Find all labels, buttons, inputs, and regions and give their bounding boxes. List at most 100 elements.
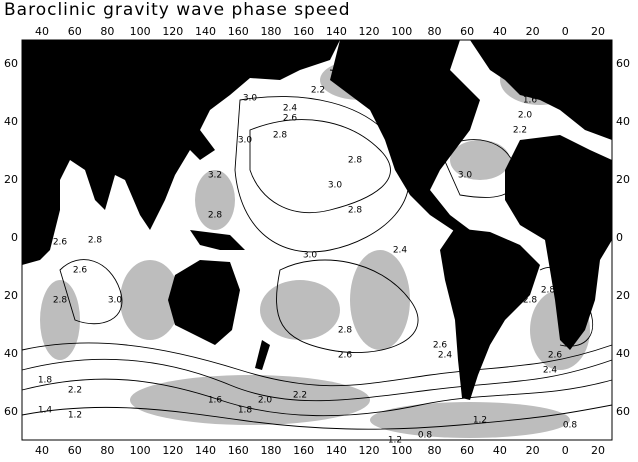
australia: [168, 260, 240, 345]
contour-label: 3.0: [458, 171, 473, 181]
contour-label: 2.6: [53, 238, 68, 248]
top-axis-label: 160: [228, 25, 249, 38]
contour-label: 1.2: [473, 416, 487, 426]
right-axis-label: 40: [616, 115, 630, 128]
right-axis-label: 20: [616, 173, 630, 186]
contour-label: 1.2: [68, 411, 82, 421]
contour-label: 2.2: [68, 386, 82, 396]
bottom-axis-label: 80: [100, 444, 114, 457]
contour-label: 2.8: [348, 156, 363, 166]
contour-label: 1.4: [38, 406, 53, 416]
land: [22, 40, 612, 400]
contour-label: 2.2: [293, 391, 307, 401]
right-axis-label: 0: [616, 231, 623, 244]
contours: [21, 59, 613, 430]
contour-label: 3.0: [108, 296, 123, 306]
left-axis-label: 60: [4, 57, 18, 70]
contour-line: [59, 259, 123, 325]
contour-label: 2.6: [73, 266, 88, 276]
bottom-axis-label: 40: [35, 444, 49, 457]
top-axis-label: 180: [260, 25, 281, 38]
bottom-axis-label: 140: [326, 444, 347, 457]
contour-line: [439, 139, 516, 198]
shelf: [260, 280, 340, 340]
right-axis-label: 60: [616, 57, 630, 70]
contour-label: 2.4: [393, 246, 408, 256]
top-axis-label: 0: [562, 25, 569, 38]
map-body: [21, 39, 613, 441]
contour-line: [21, 358, 613, 402]
contour-label: 3.0: [238, 136, 253, 146]
bottom-axis-label: 60: [68, 444, 82, 457]
contour-label: 2.8: [88, 236, 103, 246]
contour-label: 2.8: [53, 296, 68, 306]
contour-label: 2.8: [273, 131, 288, 141]
contour-label: 2.4: [543, 366, 558, 376]
top-axis-label: 120: [162, 25, 183, 38]
bottom-axis-label: 120: [162, 444, 183, 457]
bottom-axis-label: 100: [391, 444, 412, 457]
contour-label: 2.0: [518, 111, 533, 121]
top-axis-label: 100: [130, 25, 151, 38]
shelf: [120, 260, 180, 340]
top-axis-label: 60: [460, 25, 474, 38]
shelf: [40, 280, 80, 360]
contour-label: 3.2: [208, 171, 222, 181]
right-axis-label: 20: [616, 289, 630, 302]
contour-label: 2.6: [433, 341, 448, 351]
north-america: [330, 40, 480, 235]
bottom-axis-label: 20: [526, 444, 540, 457]
bottom-axis-label: 80: [427, 444, 441, 457]
south-america: [440, 228, 540, 400]
new-zealand: [255, 340, 270, 370]
top-axis-label: 140: [326, 25, 347, 38]
contour-label: 2.6: [548, 351, 563, 361]
shelf: [195, 170, 235, 230]
title: Baroclinic gravity wave phase speed: [4, 0, 351, 20]
top-axis-label: 20: [526, 25, 540, 38]
right-axis-label: 60: [616, 405, 630, 418]
contour-label: 0.8: [418, 431, 433, 441]
bottom-axis-label: 0: [562, 444, 569, 457]
left-axis-label: 20: [4, 173, 18, 186]
contour-label: 0.8: [563, 421, 578, 431]
bottom-axis-label: 140: [195, 444, 216, 457]
contour-label: 2.8: [208, 211, 223, 221]
bottom-axis-label: 40: [493, 444, 507, 457]
contour-label: 1.8: [38, 376, 53, 386]
contour-label: 2.2: [513, 126, 527, 136]
contour-label: 2.8: [348, 206, 363, 216]
top-axis-label: 40: [493, 25, 507, 38]
contour-label: 2.4: [283, 104, 298, 114]
contour-line: [249, 119, 391, 214]
bottom-axis-label: 120: [359, 444, 380, 457]
right-axis-label: 40: [616, 347, 630, 360]
top-axis-label: 20: [591, 25, 605, 38]
contour-label: 1.6: [523, 96, 538, 106]
contour-line: [539, 266, 594, 347]
eurasia: [22, 40, 340, 265]
left-axis-label: 0: [11, 231, 18, 244]
shelf: [370, 402, 570, 438]
top-axis-label: 160: [293, 25, 314, 38]
contour-label: 2.4: [438, 351, 453, 361]
top-axis-label: 80: [100, 25, 114, 38]
contour-label: 2.8: [541, 286, 556, 296]
left-axis-label: 20: [4, 289, 18, 302]
top-axis-label: 60: [68, 25, 82, 38]
contour-line: [359, 59, 461, 91]
top-axis-label: 100: [391, 25, 412, 38]
contour-line: [21, 378, 613, 417]
top-axis-label: 80: [427, 25, 441, 38]
left-axis-label: 40: [4, 115, 18, 128]
contour-line: [21, 404, 613, 430]
contour-label: 2.8: [523, 296, 538, 306]
contour-label: 2.0: [258, 396, 273, 406]
contour-label: 1.6: [208, 396, 223, 406]
contour-line: [21, 342, 613, 387]
contour-label: 3.0: [243, 94, 258, 104]
contour-label: 3.0: [303, 251, 318, 261]
bottom-axis-label: 160: [228, 444, 249, 457]
shelf: [130, 375, 370, 425]
